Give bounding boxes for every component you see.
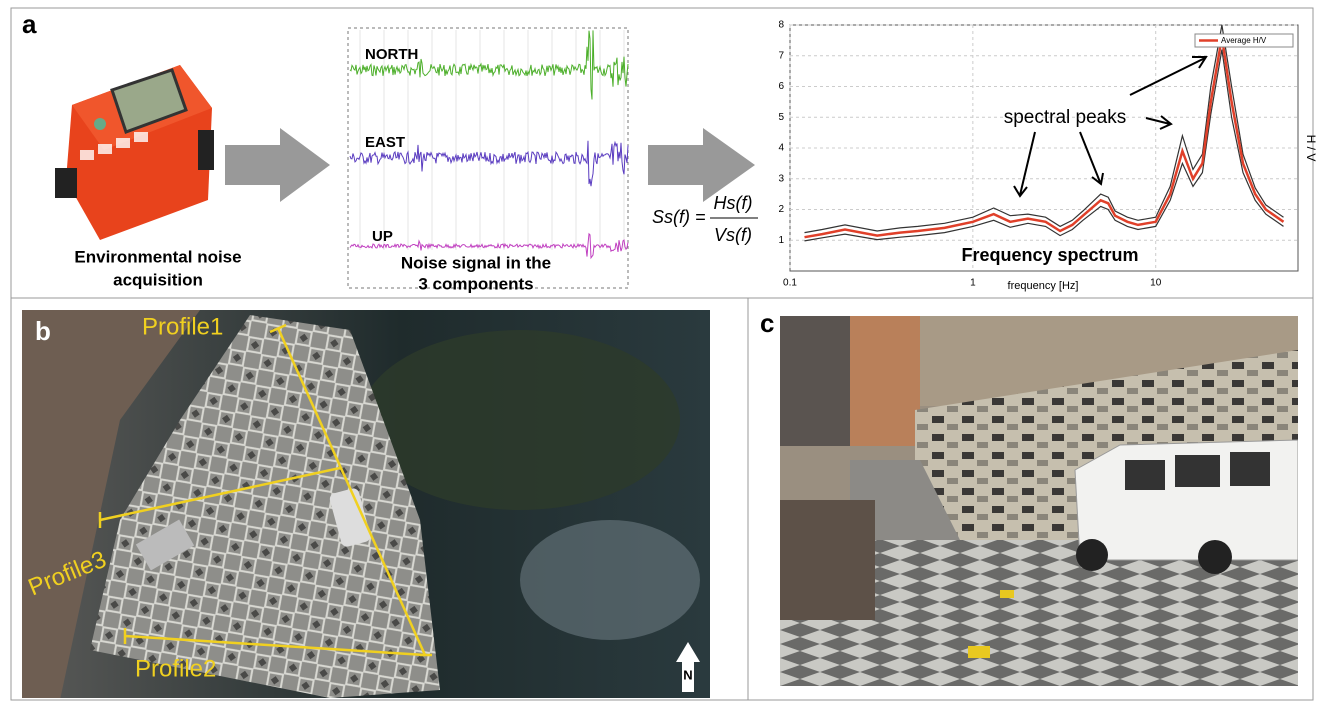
formula: Vs(f)	[714, 225, 752, 245]
formula: Ss(f) =	[652, 207, 706, 227]
arrow	[225, 128, 330, 202]
x-tick-label: 0.1	[783, 278, 797, 289]
caption: acquisition	[113, 270, 203, 289]
profile-label: Profile1	[142, 313, 223, 340]
noise-trace	[350, 30, 628, 99]
y-tick-label: 8	[778, 20, 784, 31]
caption: Environmental noise	[74, 247, 241, 266]
panel-label: c	[760, 308, 774, 338]
formula: Hs(f)	[714, 193, 753, 213]
caption: 3 components	[418, 274, 533, 293]
profile-label: Profile2	[135, 655, 216, 682]
signal-name: NORTH	[365, 46, 418, 63]
y-label: H / V	[1304, 135, 1318, 162]
arrow	[648, 128, 755, 202]
device	[55, 65, 214, 240]
signal-name: UP	[372, 228, 393, 245]
signal-name: EAST	[365, 134, 405, 151]
x-tick-label: 10	[1150, 278, 1162, 289]
north-label: N	[683, 667, 692, 682]
x-label: frequency [Hz]	[1008, 280, 1079, 292]
caption: Noise signal in the	[401, 253, 551, 272]
y-tick-label: 4	[778, 143, 784, 154]
street-photo	[780, 316, 1298, 686]
y-tick-label: 1	[778, 235, 784, 246]
y-tick-label: 2	[778, 204, 784, 215]
y-tick-label: 3	[778, 173, 784, 184]
panel-label: b	[35, 316, 51, 346]
legend-label: Average H/V	[1221, 36, 1267, 45]
y-tick-label: 6	[778, 81, 784, 92]
annotation: spectral peaks	[1004, 107, 1127, 128]
chart-title: Frequency spectrum	[961, 245, 1138, 265]
y-tick-label: 7	[778, 50, 784, 61]
panel-label: a	[22, 9, 37, 39]
figure: a Environmental noise acquisition NORTH …	[0, 0, 1323, 704]
y-tick-label: 5	[778, 112, 784, 123]
x-tick-label: 1	[970, 278, 976, 289]
